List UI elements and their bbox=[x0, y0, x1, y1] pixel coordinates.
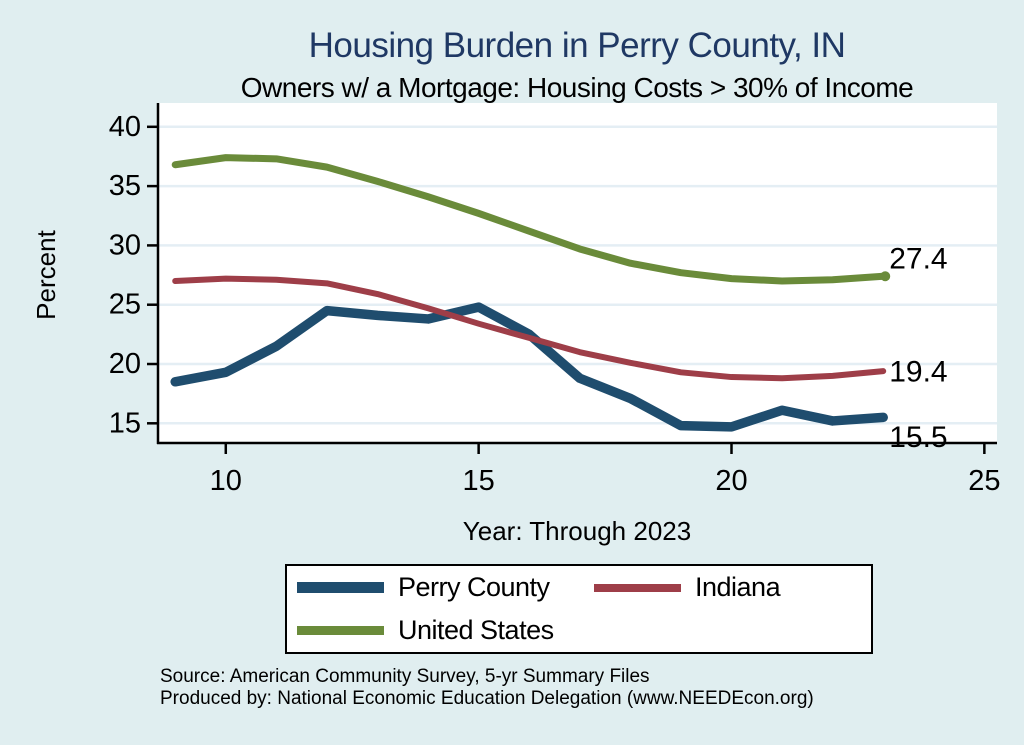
y-axis-title: Percent bbox=[31, 229, 61, 319]
end-label-united-states: 27.4 bbox=[889, 243, 947, 276]
x-tick-label-20: 20 bbox=[715, 465, 747, 497]
end-label-perry-county: 15.5 bbox=[889, 421, 947, 454]
legend-label-indiana: Indiana bbox=[695, 572, 781, 602]
y-tick-label-15: 15 bbox=[109, 407, 141, 439]
plot-background bbox=[157, 103, 997, 444]
legend-row-1: Perry County Indiana bbox=[287, 566, 871, 609]
end-label-indiana: 19.4 bbox=[889, 356, 947, 389]
y-tick-label-35: 35 bbox=[109, 170, 141, 202]
source-line-2: Produced by: National Economic Education… bbox=[160, 688, 814, 709]
x-tick-label-15: 15 bbox=[463, 465, 495, 497]
series-end-dot-united-states bbox=[880, 271, 891, 282]
x-axis-label: Year: Through 2023 bbox=[462, 516, 692, 546]
x-tick-label-25: 25 bbox=[968, 465, 1000, 497]
chart-subtitle: Owners w/ a Mortgage: Housing Costs > 30… bbox=[240, 72, 914, 103]
legend-swatch-indiana bbox=[594, 583, 681, 592]
legend-label-united-states: United States bbox=[398, 615, 554, 645]
y-tick-label-40: 40 bbox=[109, 111, 141, 143]
series-line-perry-county bbox=[170, 302, 888, 432]
legend-row-2: United States bbox=[287, 609, 871, 652]
source-line-1: Source: American Community Survey, 5-yr … bbox=[160, 666, 650, 687]
legend-swatch-perry-county bbox=[297, 582, 384, 593]
plot-area: 15 20 25 30 35 40 10 15 20 25 Percent 15.5 19.4 27.4 bbox=[31, 103, 1000, 497]
series-line-indiana bbox=[172, 275, 887, 382]
y-tick-label-25: 25 bbox=[109, 289, 141, 321]
series-line-united-states bbox=[171, 154, 887, 285]
chart-title: Housing Burden in Perry County, IN bbox=[308, 26, 846, 65]
x-tick-label-10: 10 bbox=[210, 465, 242, 497]
legend: Perry County Indiana United States bbox=[285, 564, 873, 654]
source-note: Source: American Community Survey, 5-yr … bbox=[160, 666, 960, 710]
legend-label-perry-county: Perry County bbox=[398, 572, 550, 602]
y-tick-label-30: 30 bbox=[109, 229, 141, 261]
y-tick-label-20: 20 bbox=[109, 348, 141, 380]
legend-swatch-united-states bbox=[297, 626, 384, 635]
